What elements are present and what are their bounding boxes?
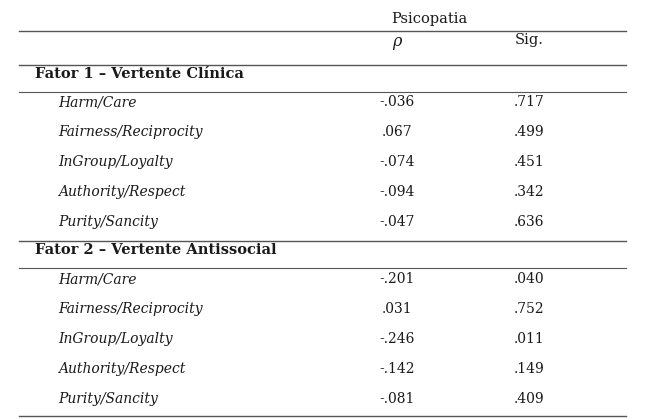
Text: Harm/Care: Harm/Care xyxy=(58,95,137,109)
Text: .040: .040 xyxy=(513,272,544,286)
Text: Authority/Respect: Authority/Respect xyxy=(58,185,185,199)
Text: Fator 2 – Vertente Antissocial: Fator 2 – Vertente Antissocial xyxy=(35,243,277,257)
Text: .717: .717 xyxy=(513,95,544,109)
Text: Fairness/Reciprocity: Fairness/Reciprocity xyxy=(58,302,203,316)
Text: .342: .342 xyxy=(513,185,544,199)
Text: .451: .451 xyxy=(513,155,544,169)
Text: .031: .031 xyxy=(381,302,412,316)
Text: -.081: -.081 xyxy=(379,392,414,406)
Text: Purity/Sancity: Purity/Sancity xyxy=(58,392,158,406)
Text: -.246: -.246 xyxy=(379,332,414,346)
Text: Harm/Care: Harm/Care xyxy=(58,272,137,286)
Text: -.201: -.201 xyxy=(379,272,414,286)
Text: Authority/Respect: Authority/Respect xyxy=(58,362,185,376)
Text: .011: .011 xyxy=(513,332,544,346)
Text: Purity/Sancity: Purity/Sancity xyxy=(58,215,158,229)
Text: .149: .149 xyxy=(513,362,544,376)
Text: Fairness/Reciprocity: Fairness/Reciprocity xyxy=(58,125,203,139)
Text: .067: .067 xyxy=(381,125,412,139)
Text: .499: .499 xyxy=(513,125,544,139)
Text: -.036: -.036 xyxy=(379,95,414,109)
Text: -.074: -.074 xyxy=(379,155,415,169)
Text: -.047: -.047 xyxy=(379,215,415,229)
Text: Fator 1 – Vertente Clínica: Fator 1 – Vertente Clínica xyxy=(35,67,244,81)
Text: InGroup/Loyalty: InGroup/Loyalty xyxy=(58,155,173,169)
Text: ρ: ρ xyxy=(392,33,401,50)
Text: InGroup/Loyalty: InGroup/Loyalty xyxy=(58,332,173,346)
Text: .752: .752 xyxy=(513,302,544,316)
Text: -.094: -.094 xyxy=(379,185,414,199)
Text: -.142: -.142 xyxy=(379,362,415,376)
Text: Psicopatia: Psicopatia xyxy=(391,12,467,26)
Text: .636: .636 xyxy=(513,215,544,229)
Text: Sig.: Sig. xyxy=(515,33,543,47)
Text: .409: .409 xyxy=(513,392,544,406)
